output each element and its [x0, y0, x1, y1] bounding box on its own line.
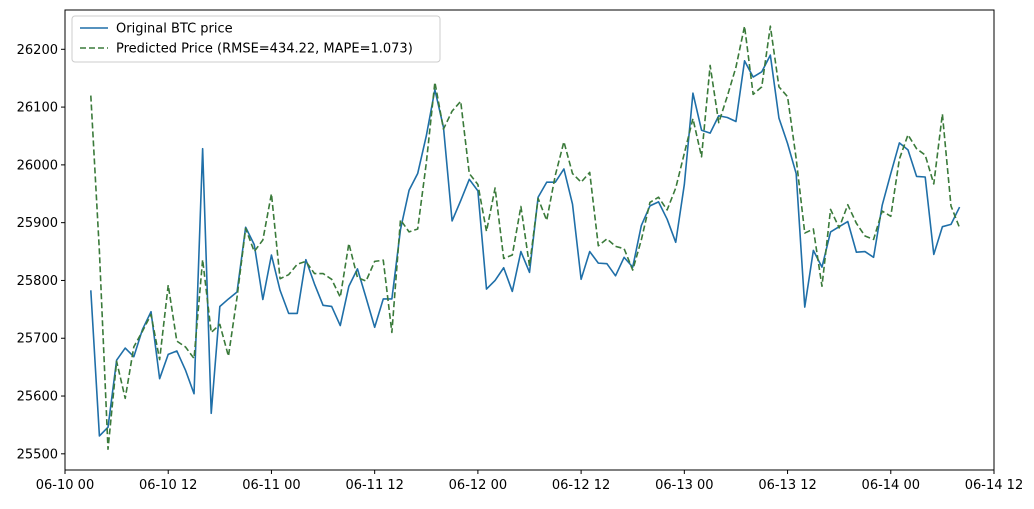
y-tick-label: 25900 — [17, 216, 58, 231]
y-axis: 25500 25600 25700 25800 25900 26000 26100 26200 — [17, 43, 65, 462]
y-tick-label: 26000 — [17, 158, 58, 173]
chart-marks — [90, 25, 961, 451]
y-tick-label: 25500 — [17, 447, 58, 462]
y-tick-label: 26100 — [17, 101, 58, 116]
x-tick-label: 06-11 12 — [345, 478, 403, 493]
x-tick-label: 06-13 12 — [758, 478, 816, 493]
legend-label: Original BTC price — [116, 22, 233, 37]
plot-frame — [64, 9, 995, 471]
y-tick-label: 25800 — [17, 274, 58, 289]
y-tick-label: 25700 — [17, 332, 58, 347]
legend-label: Predicted Price (RMSE=434.22, MAPE=1.073… — [116, 42, 413, 57]
x-tick-label: 06-13 00 — [655, 478, 713, 493]
legend: Original BTC price Predicted Price (RMSE=… — [71, 15, 441, 63]
series-line-original-btc-price — [90, 54, 961, 437]
y-tick-label: 25600 — [17, 390, 58, 405]
x-tick-label: 06-14 12 — [965, 478, 1023, 493]
x-tick-label: 06-12 12 — [552, 478, 610, 493]
x-tick-label: 06-11 00 — [242, 478, 300, 493]
x-axis: 06-10 00 06-10 12 06-11 00 06-11 12 06-12 00… — [36, 470, 1023, 493]
x-tick-label: 06-14 00 — [862, 478, 920, 493]
x-tick-label: 06-10 12 — [139, 478, 197, 493]
y-tick-label: 26200 — [17, 43, 58, 58]
legend-box — [71, 15, 441, 63]
x-tick-label: 06-12 00 — [449, 478, 507, 493]
series-line-predicted-price — [90, 25, 961, 451]
x-tick-label: 06-10 00 — [36, 478, 94, 493]
